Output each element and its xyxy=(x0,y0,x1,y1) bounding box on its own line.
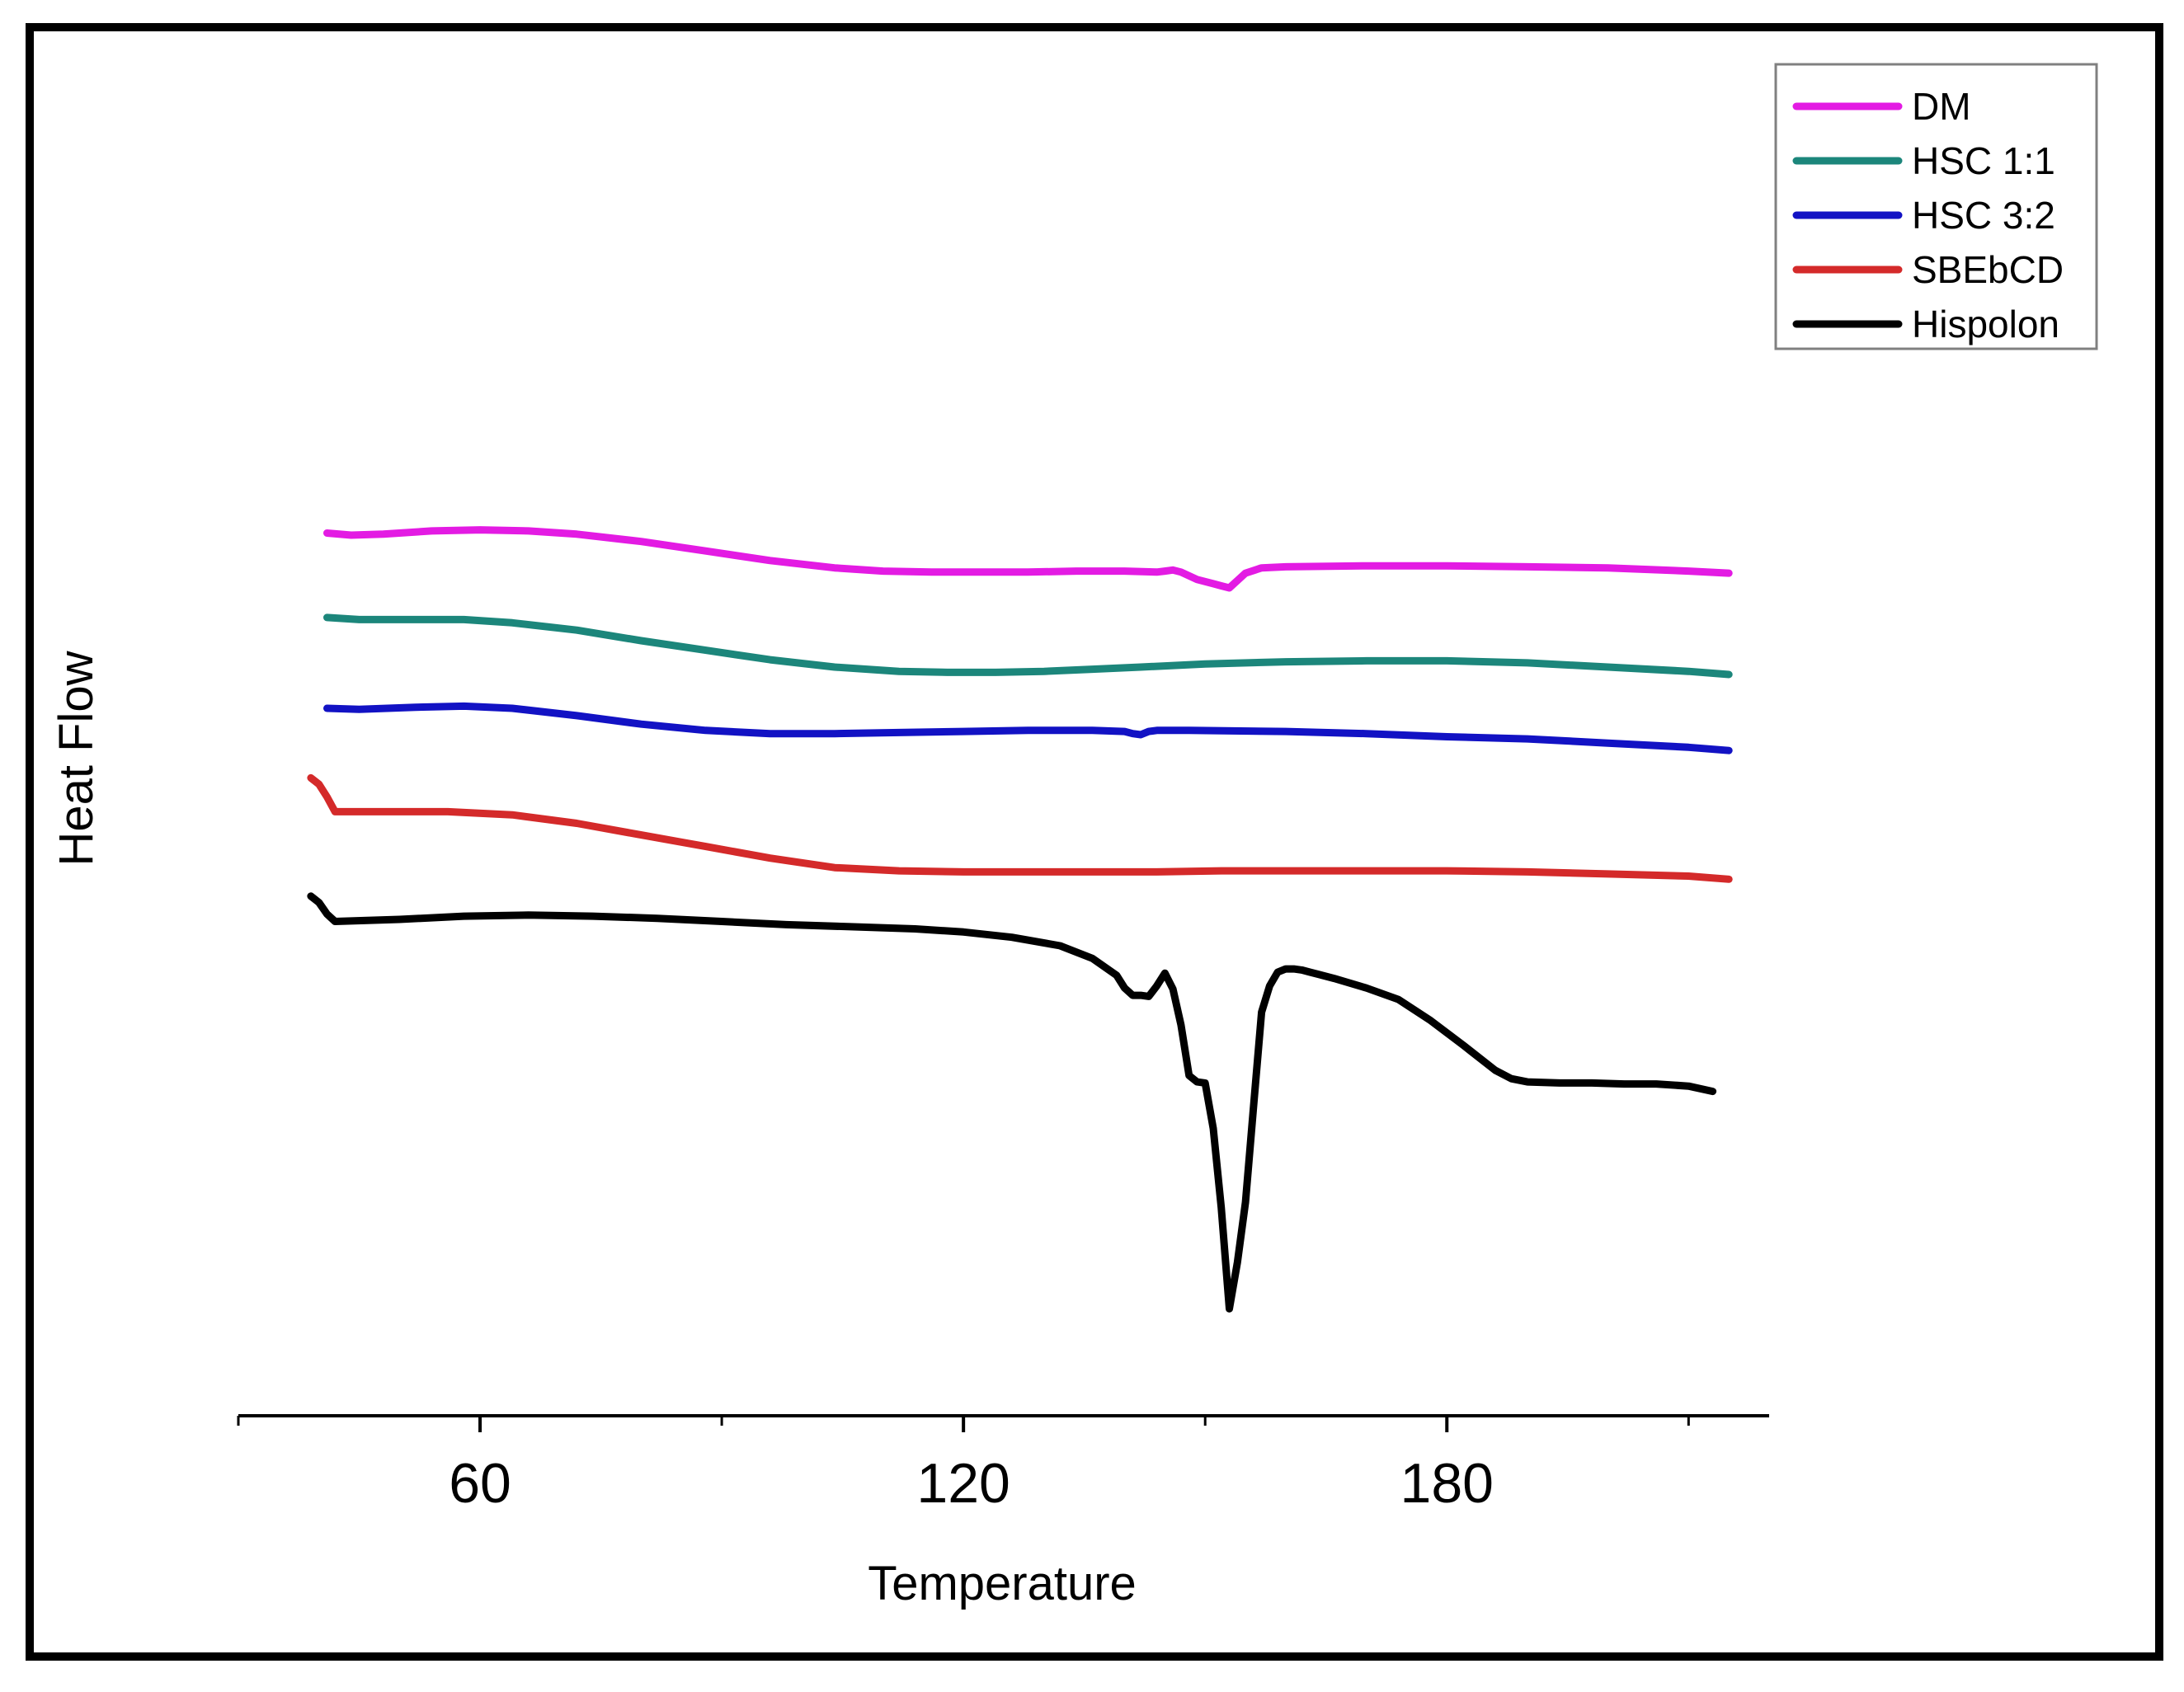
legend-label: HSC 1:1 xyxy=(1912,139,2055,182)
x-tick-label: 180 xyxy=(1400,1452,1494,1515)
x-axis-ticks: 60 120 180 xyxy=(237,1416,1690,1515)
legend-box xyxy=(1774,63,2098,350)
legend-label: DM xyxy=(1912,85,1971,128)
x-axis-title: Temperature xyxy=(868,1557,1137,1610)
series-line-dm xyxy=(323,526,1733,592)
series-line-hsc-1-1 xyxy=(323,613,1733,679)
legend-label: Hispolon xyxy=(1912,303,2059,345)
x-tick-label: 120 xyxy=(916,1452,1010,1515)
x-tick-label: 60 xyxy=(449,1452,511,1515)
plot-lines xyxy=(307,526,1733,1313)
series-line-sbebcd xyxy=(307,773,1733,883)
legend: DM HSC 1:1 HSC 3:2 SBEbCD Hispolon xyxy=(1774,63,2098,350)
y-axis-title: Heat Flow xyxy=(49,650,103,866)
series-line-hispolon xyxy=(307,892,1717,1313)
legend-label: HSC 3:2 xyxy=(1912,194,2055,237)
series-line-hsc-3-2 xyxy=(323,702,1733,754)
legend-label: SBEbCD xyxy=(1912,248,2064,291)
